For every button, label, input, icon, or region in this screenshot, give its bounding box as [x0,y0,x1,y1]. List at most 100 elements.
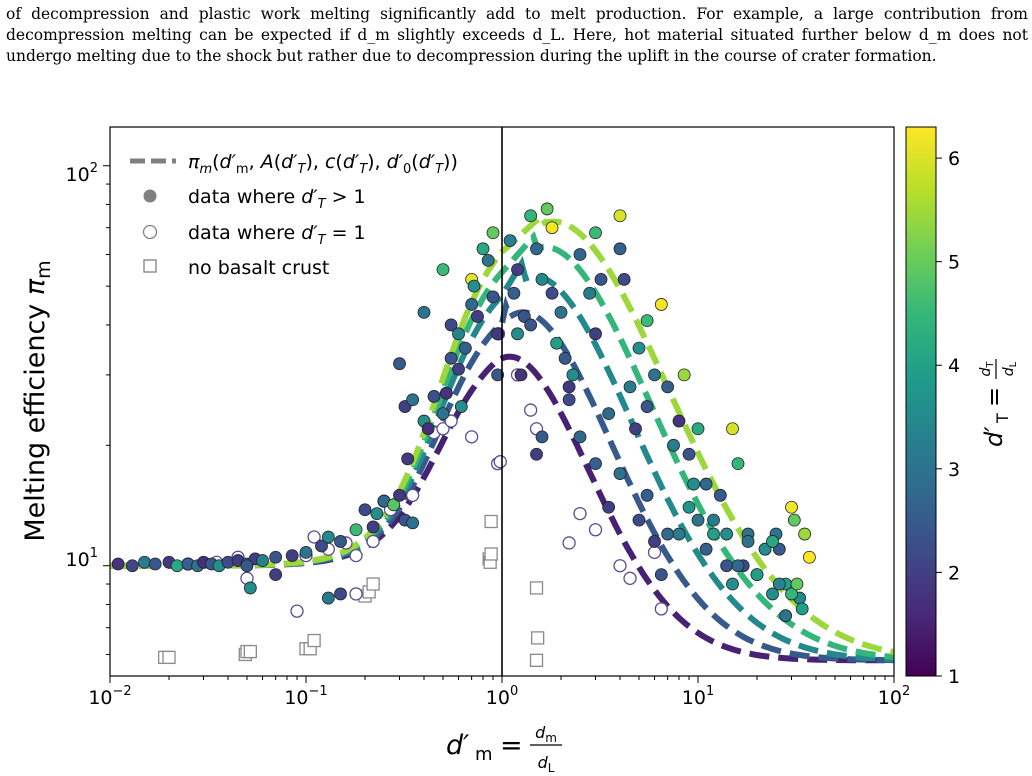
filled-data-point [640,488,654,502]
open-data-point [647,545,662,560]
filled-data-point [550,336,564,350]
axis-ticks [103,165,895,683]
open-data-point [444,414,458,428]
filled-data-point [111,557,125,571]
filled-data-point [299,545,313,559]
filled-data-point [640,400,654,413]
filled-data-point [726,577,739,591]
filled-data-point [750,568,764,582]
colorbar-tick-label: 1 [948,666,960,688]
filled-data-point [589,226,602,240]
filled-data-point [677,368,691,382]
filled-data-point [772,577,786,591]
filled-data-point [240,559,254,573]
filled-data-point [766,535,779,548]
filled-data-point [623,380,637,394]
x-axis-label: d′ m = dm dL [446,723,562,775]
filled-data-point [661,380,675,394]
filled-data-point [632,513,646,527]
colorbar-tick-label: 4 [948,355,960,377]
filled-data-point [661,527,675,541]
filled-data-point [790,577,804,591]
filled-data-point [486,226,500,240]
filled-data-point [452,327,465,341]
filled-data-point [524,318,538,332]
colorbar [905,126,937,677]
no-basalt-point [243,644,257,659]
filled-data-point [632,341,646,355]
open-data-point [562,536,576,550]
filled-data-point [170,559,184,573]
y-axis-label: Melting efficiency πm [20,260,55,541]
filled-data-point [349,523,363,537]
filled-data-point [511,327,524,341]
open-data-point [493,455,507,469]
filled-data-point [427,390,441,403]
filled-data-point [406,516,420,530]
open-data-point [349,548,363,563]
open-data-point [573,506,587,521]
body-paragraph: of decompression and plastic work meltin… [6,5,1028,65]
no-basalt-point [366,577,380,591]
legend-open-marker [142,224,158,240]
y-tick-label: 101 [66,546,98,571]
filled-data-point [269,550,283,564]
filled-data-point [672,527,686,541]
filled-data-point [731,559,745,573]
filled-data-point [321,591,335,605]
filled-data-point [524,209,538,223]
filled-data-point [766,587,779,601]
svg-text:dm: dm [535,723,557,745]
open-data-point [405,488,420,502]
filled-data-point [454,400,468,413]
filled-data-point [648,368,661,382]
filled-data-point [535,430,549,444]
svg-text:T: T [993,413,1012,424]
legend-square-label: no basalt crust [188,257,329,279]
filled-data-point [573,248,587,261]
filled-data-point [406,393,420,407]
filled-data-point [393,488,406,502]
colorbar-tick-label: 3 [948,459,960,481]
filled-data-point [720,559,734,573]
filled-data-point [387,498,401,512]
filled-data-point [682,500,696,514]
filled-data-point [315,539,328,553]
filled-data-point [491,327,505,341]
filled-data-point [507,286,521,300]
filled-data-point [667,438,680,452]
filled-data-point [785,500,798,514]
filled-data-point [707,527,720,541]
filled-data-point [726,422,739,436]
filled-data-point [699,477,713,491]
filled-data-point [573,430,587,444]
filled-data-point [691,513,705,527]
filled-data-point [699,542,713,556]
filled-data-point [256,554,269,567]
open-data-point [464,430,479,444]
filled-data-point [602,407,616,421]
no-basalt-point [162,650,176,665]
open-data-point [290,604,304,618]
filled-data-point [589,457,602,471]
filled-data-point [787,513,801,527]
no-basalt-point [529,581,544,595]
legend-square-marker [143,259,157,273]
filled-data-point [491,368,505,382]
filled-data-point [401,452,415,466]
legend: πm(d′m, A(d′T), c(d′T), d′0(d′T)) data w… [130,151,458,279]
open-data-point [613,559,627,573]
filled-data-point [566,368,580,382]
open-data-point [307,530,321,544]
filled-data-point [654,568,668,582]
filled-data-point [713,488,727,502]
filled-data-point [467,279,481,293]
filled-data-point [243,581,257,595]
svg-text:d′: d′ [446,730,469,761]
filled-data-point [366,520,380,534]
filled-data-point [682,447,696,461]
legend-model-label: πm(d′m, A(d′T), c(d′T), d′0(d′T)) [188,151,458,177]
filled-data-point [687,477,701,491]
filled-data-point [758,542,772,556]
